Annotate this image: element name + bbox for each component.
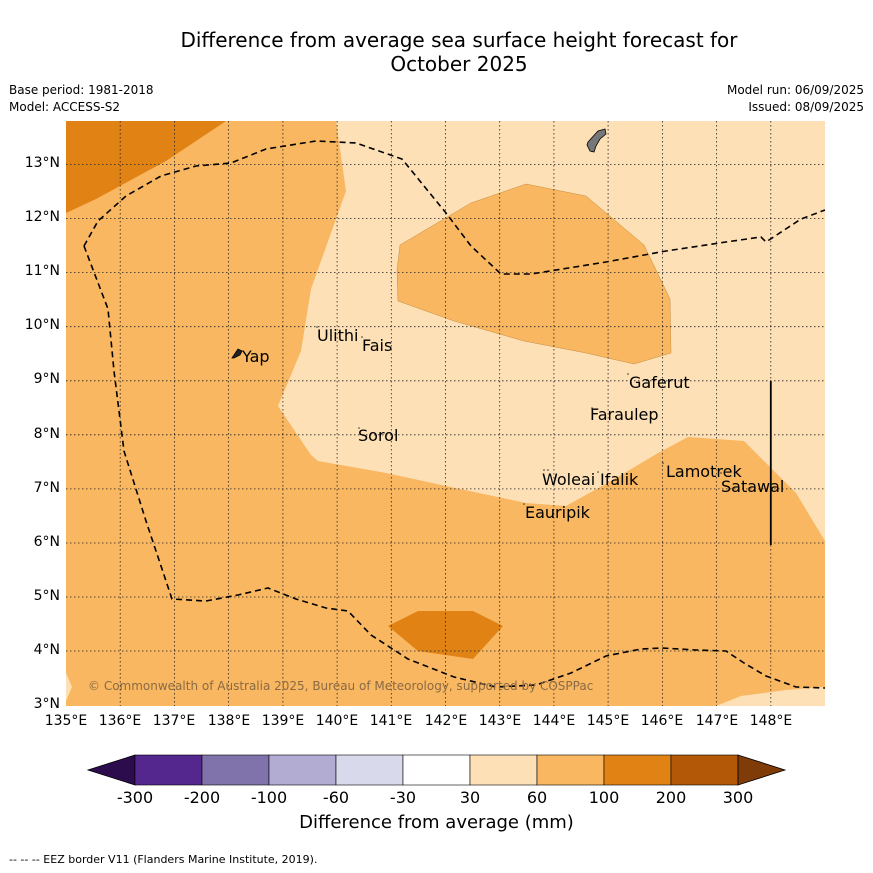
colorbar-title: Difference from average (mm) — [299, 812, 574, 833]
colorbar-tick: 200 — [655, 788, 687, 807]
lat-label: 8°N — [33, 426, 60, 442]
colorbar-tick: 100 — [588, 788, 620, 807]
label-satawal: Satawal — [721, 477, 785, 496]
label-sorol: Sorol — [358, 426, 399, 445]
band-30-60-southeast — [716, 687, 825, 706]
label-ulithi: Ulithi — [317, 326, 359, 345]
island-guam — [586, 128, 607, 153]
band-100-200-northwest — [66, 121, 226, 213]
footer-legend: -- -- -- EEZ border V11 (Flanders Marine… — [9, 853, 318, 866]
copyright-notice: © Commonwealth of Australia 2025, Bureau… — [88, 679, 594, 693]
lat-label: 6°N — [33, 534, 60, 550]
map-title: Difference from average sea surface heig… — [0, 28, 873, 76]
colorbar-cell — [201, 754, 270, 786]
lon-label: 146°E — [640, 713, 684, 729]
label-fais: Fais — [362, 336, 393, 355]
lat-label: 9°N — [33, 371, 60, 387]
band-100-200-south — [388, 611, 503, 659]
label-gaferut: Gaferut — [629, 373, 690, 392]
lat-label: 5°N — [33, 588, 60, 604]
label-woleai: Woleai — [542, 470, 596, 489]
lon-label: 135°E — [44, 713, 88, 729]
base-period: Base period: 1981-2018 — [9, 83, 154, 97]
eez-border-north — [83, 140, 825, 275]
colorbar — [86, 754, 787, 786]
lat-label: 4°N — [33, 642, 60, 658]
colorbar-tick: 60 — [526, 788, 548, 807]
label-faraulep: Faraulep — [590, 405, 659, 424]
lon-label: 140°E — [315, 713, 359, 729]
lat-label: 3°N — [33, 696, 60, 712]
label-yap: Yap — [242, 347, 270, 366]
lon-label: 145°E — [586, 713, 630, 729]
band-30-60-southwest — [66, 673, 72, 701]
colorbar-cell — [603, 754, 672, 786]
colorbar-cell — [536, 754, 605, 786]
lon-label: 147°E — [695, 713, 739, 729]
lon-label: 136°E — [98, 713, 142, 729]
lon-label: 138°E — [207, 713, 251, 729]
issued-date: Issued: 08/09/2025 — [748, 100, 864, 114]
label-ifalik: Ifalik — [600, 470, 639, 489]
lon-label: 137°E — [152, 713, 196, 729]
lat-label: 10°N — [24, 317, 60, 333]
colorbar-cell — [268, 754, 337, 786]
lon-label: 139°E — [261, 713, 305, 729]
model-run: Model run: 06/09/2025 — [726, 83, 864, 97]
title-line-1: Difference from average sea surface heig… — [180, 28, 738, 52]
colorbar-tick: -100 — [250, 788, 288, 807]
colorbar-extend-high — [737, 754, 787, 786]
lat-label: 12°N — [24, 209, 60, 225]
lat-label: 13°N — [24, 155, 60, 171]
lat-label: 7°N — [33, 480, 60, 496]
label-eauripik: Eauripik — [525, 503, 590, 522]
lon-label: 141°E — [369, 713, 413, 729]
lon-label: 148°E — [749, 713, 793, 729]
label-lamotrek: Lamotrek — [666, 462, 742, 481]
lon-label: 142°E — [424, 713, 468, 729]
graticule — [66, 121, 825, 706]
colorbar-tick: -200 — [183, 788, 221, 807]
colorbar-tick: 300 — [722, 788, 754, 807]
colorbar-tick: -300 — [116, 788, 154, 807]
meta-right: Model run: 06/09/2025 Issued: 08/09/2025 — [727, 82, 864, 116]
meta-left: Base period: 1981-2018 Model: ACCESS-S2 — [9, 82, 154, 116]
colorbar-cell — [134, 754, 203, 786]
lat-label: 11°N — [24, 263, 60, 279]
model-name: Model: ACCESS-S2 — [9, 100, 121, 114]
title-line-2: October 2025 — [390, 52, 528, 76]
lon-label: 143°E — [478, 713, 522, 729]
forecast-map — [66, 121, 825, 706]
colorbar-cell — [469, 754, 538, 786]
colorbar-tick: -30 — [389, 788, 417, 807]
colorbar-tick: -60 — [322, 788, 350, 807]
atoll-dots — [316, 326, 722, 505]
eez-border — [83, 245, 825, 689]
colorbar-extend-low — [86, 754, 136, 786]
map-svg — [66, 121, 825, 706]
colorbar-cell — [335, 754, 404, 786]
lon-label: 144°E — [532, 713, 576, 729]
colorbar-tick: 30 — [459, 788, 481, 807]
colorbar-cell — [670, 754, 739, 786]
island-yap — [231, 348, 243, 359]
colorbar-cells — [134, 754, 739, 786]
colorbar-cell — [402, 754, 471, 786]
